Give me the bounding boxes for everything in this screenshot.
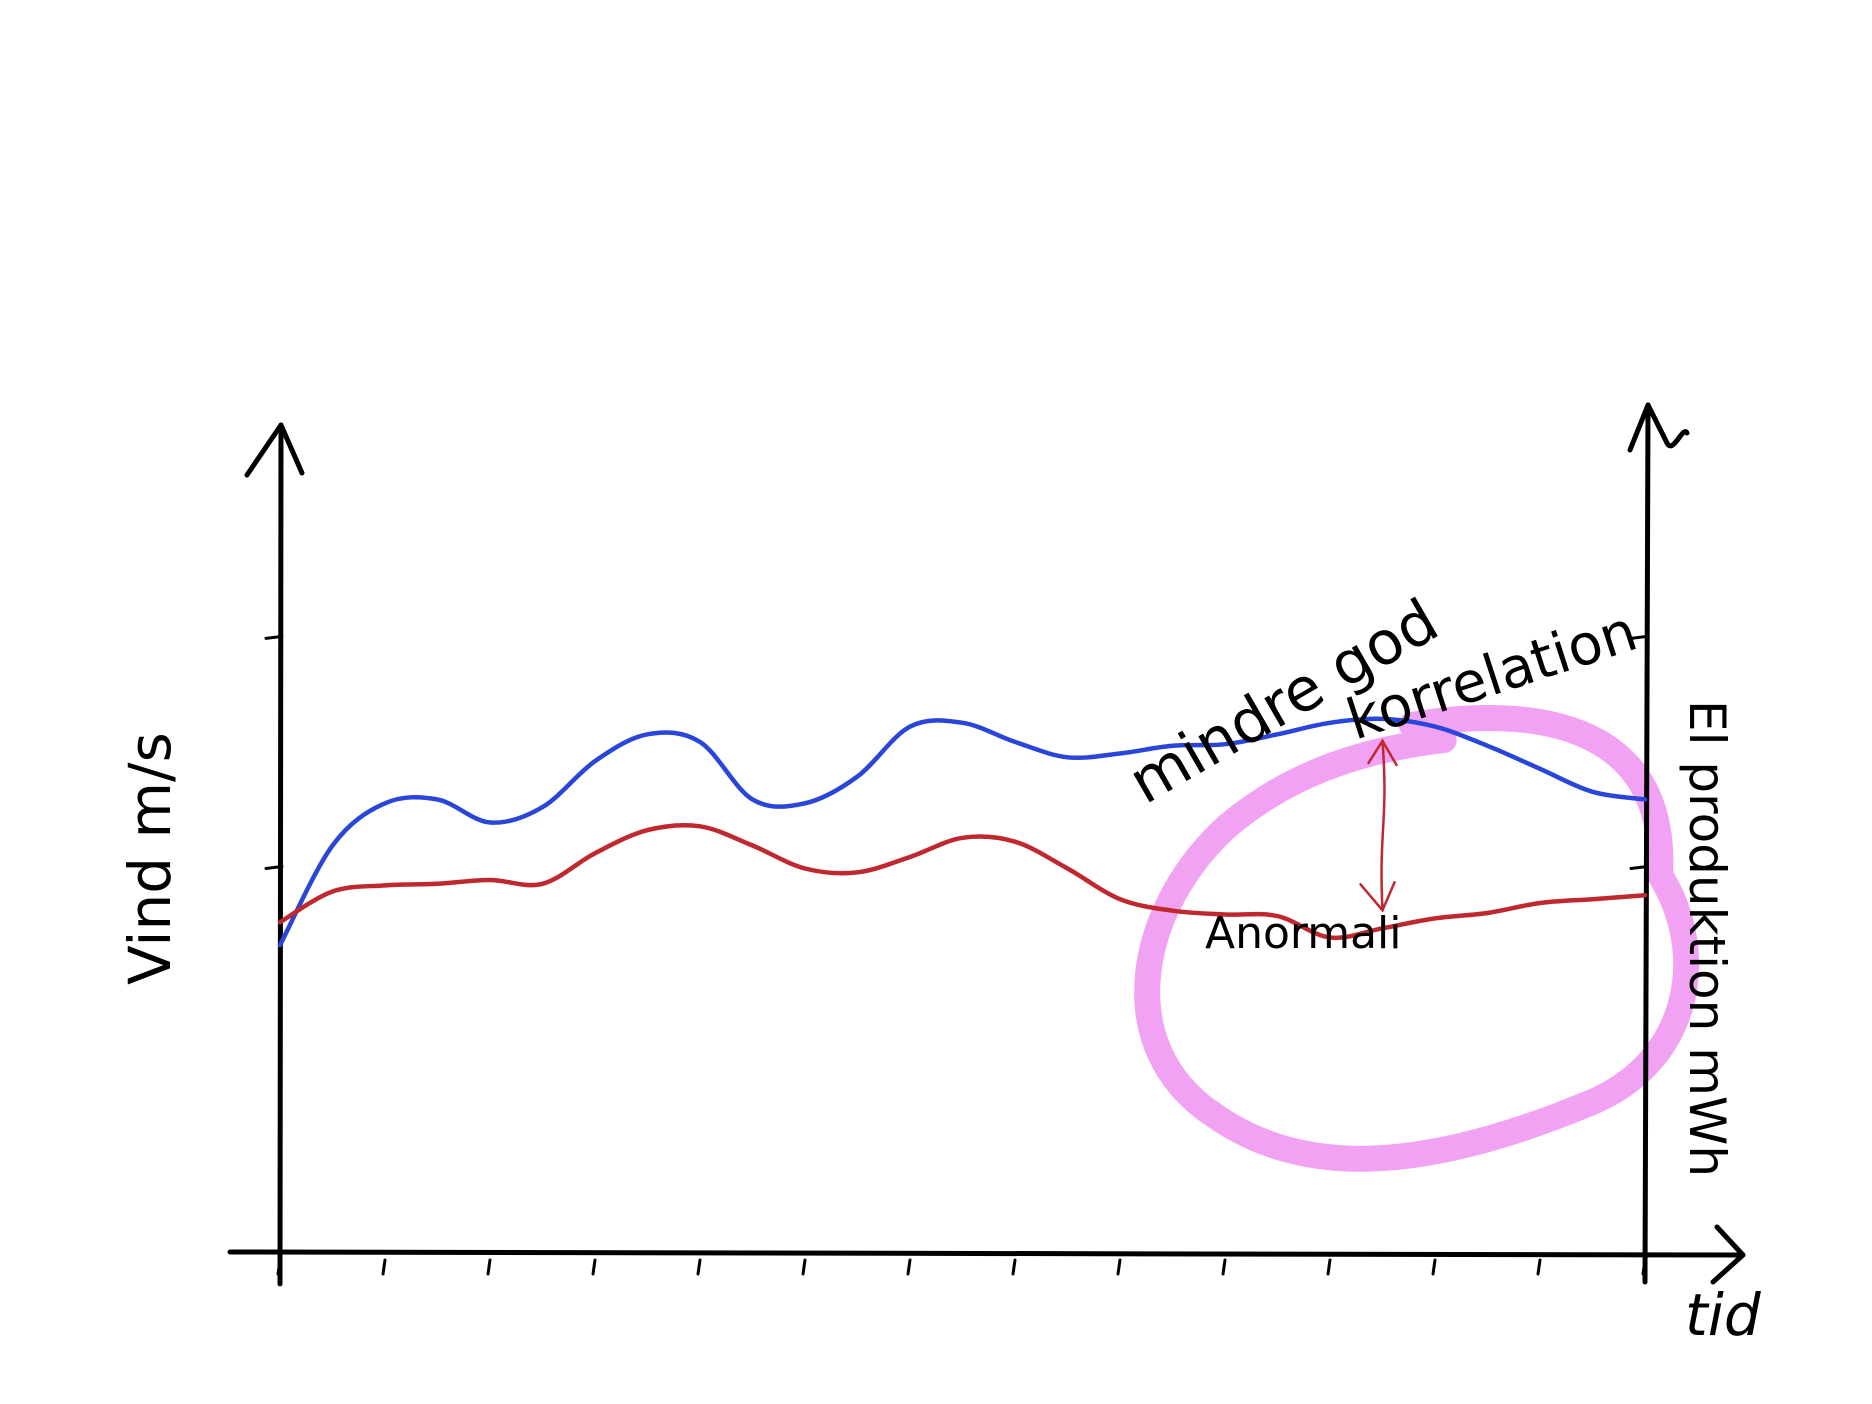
y-axis-arrowhead <box>244 422 305 478</box>
x-tick <box>1326 1258 1332 1276</box>
y2-axis-arrowhead <box>1627 402 1690 453</box>
x-tick <box>591 1258 597 1276</box>
y-axis-line <box>277 422 284 1287</box>
ticks-layer <box>264 634 1649 1276</box>
x-tick <box>486 1258 492 1276</box>
x-tick <box>276 1258 282 1276</box>
series-layer <box>277 716 1648 948</box>
x-tick <box>1221 1258 1227 1276</box>
x-tick <box>1116 1258 1122 1276</box>
x-tick <box>696 1258 702 1276</box>
y2-axis-line <box>1642 402 1651 1285</box>
y-axis-label: Vind m/s <box>116 732 184 985</box>
y-tick <box>264 634 284 640</box>
x-axis-arrowhead <box>1710 1224 1746 1285</box>
y-tick <box>264 865 284 870</box>
series-line-vind <box>277 716 1648 948</box>
series-line-el-produktion <box>277 822 1648 941</box>
x-tick <box>801 1258 807 1276</box>
x-tick <box>1641 1258 1647 1276</box>
anomaly-arrow-shaft <box>1380 739 1386 912</box>
annotations-layer <box>1359 738 1398 913</box>
axes-layer <box>227 402 1746 1287</box>
anomaly-arrow-head-bottom <box>1359 881 1396 913</box>
anomaly-arrow-head-top <box>1367 738 1398 767</box>
x-tick <box>906 1258 912 1276</box>
y2-tick <box>1629 634 1649 640</box>
x-tick <box>381 1258 387 1276</box>
x-axis-label: tid <box>1685 1281 1762 1349</box>
x-tick <box>1431 1258 1437 1276</box>
x-axis-line <box>227 1249 1743 1258</box>
y2-axis-label: El produktion mWh <box>1678 700 1736 1177</box>
x-tick <box>1536 1258 1542 1276</box>
x-tick <box>1011 1258 1017 1276</box>
anomaly-label: Anormali <box>1205 908 1402 959</box>
y2-tick <box>1629 865 1649 870</box>
